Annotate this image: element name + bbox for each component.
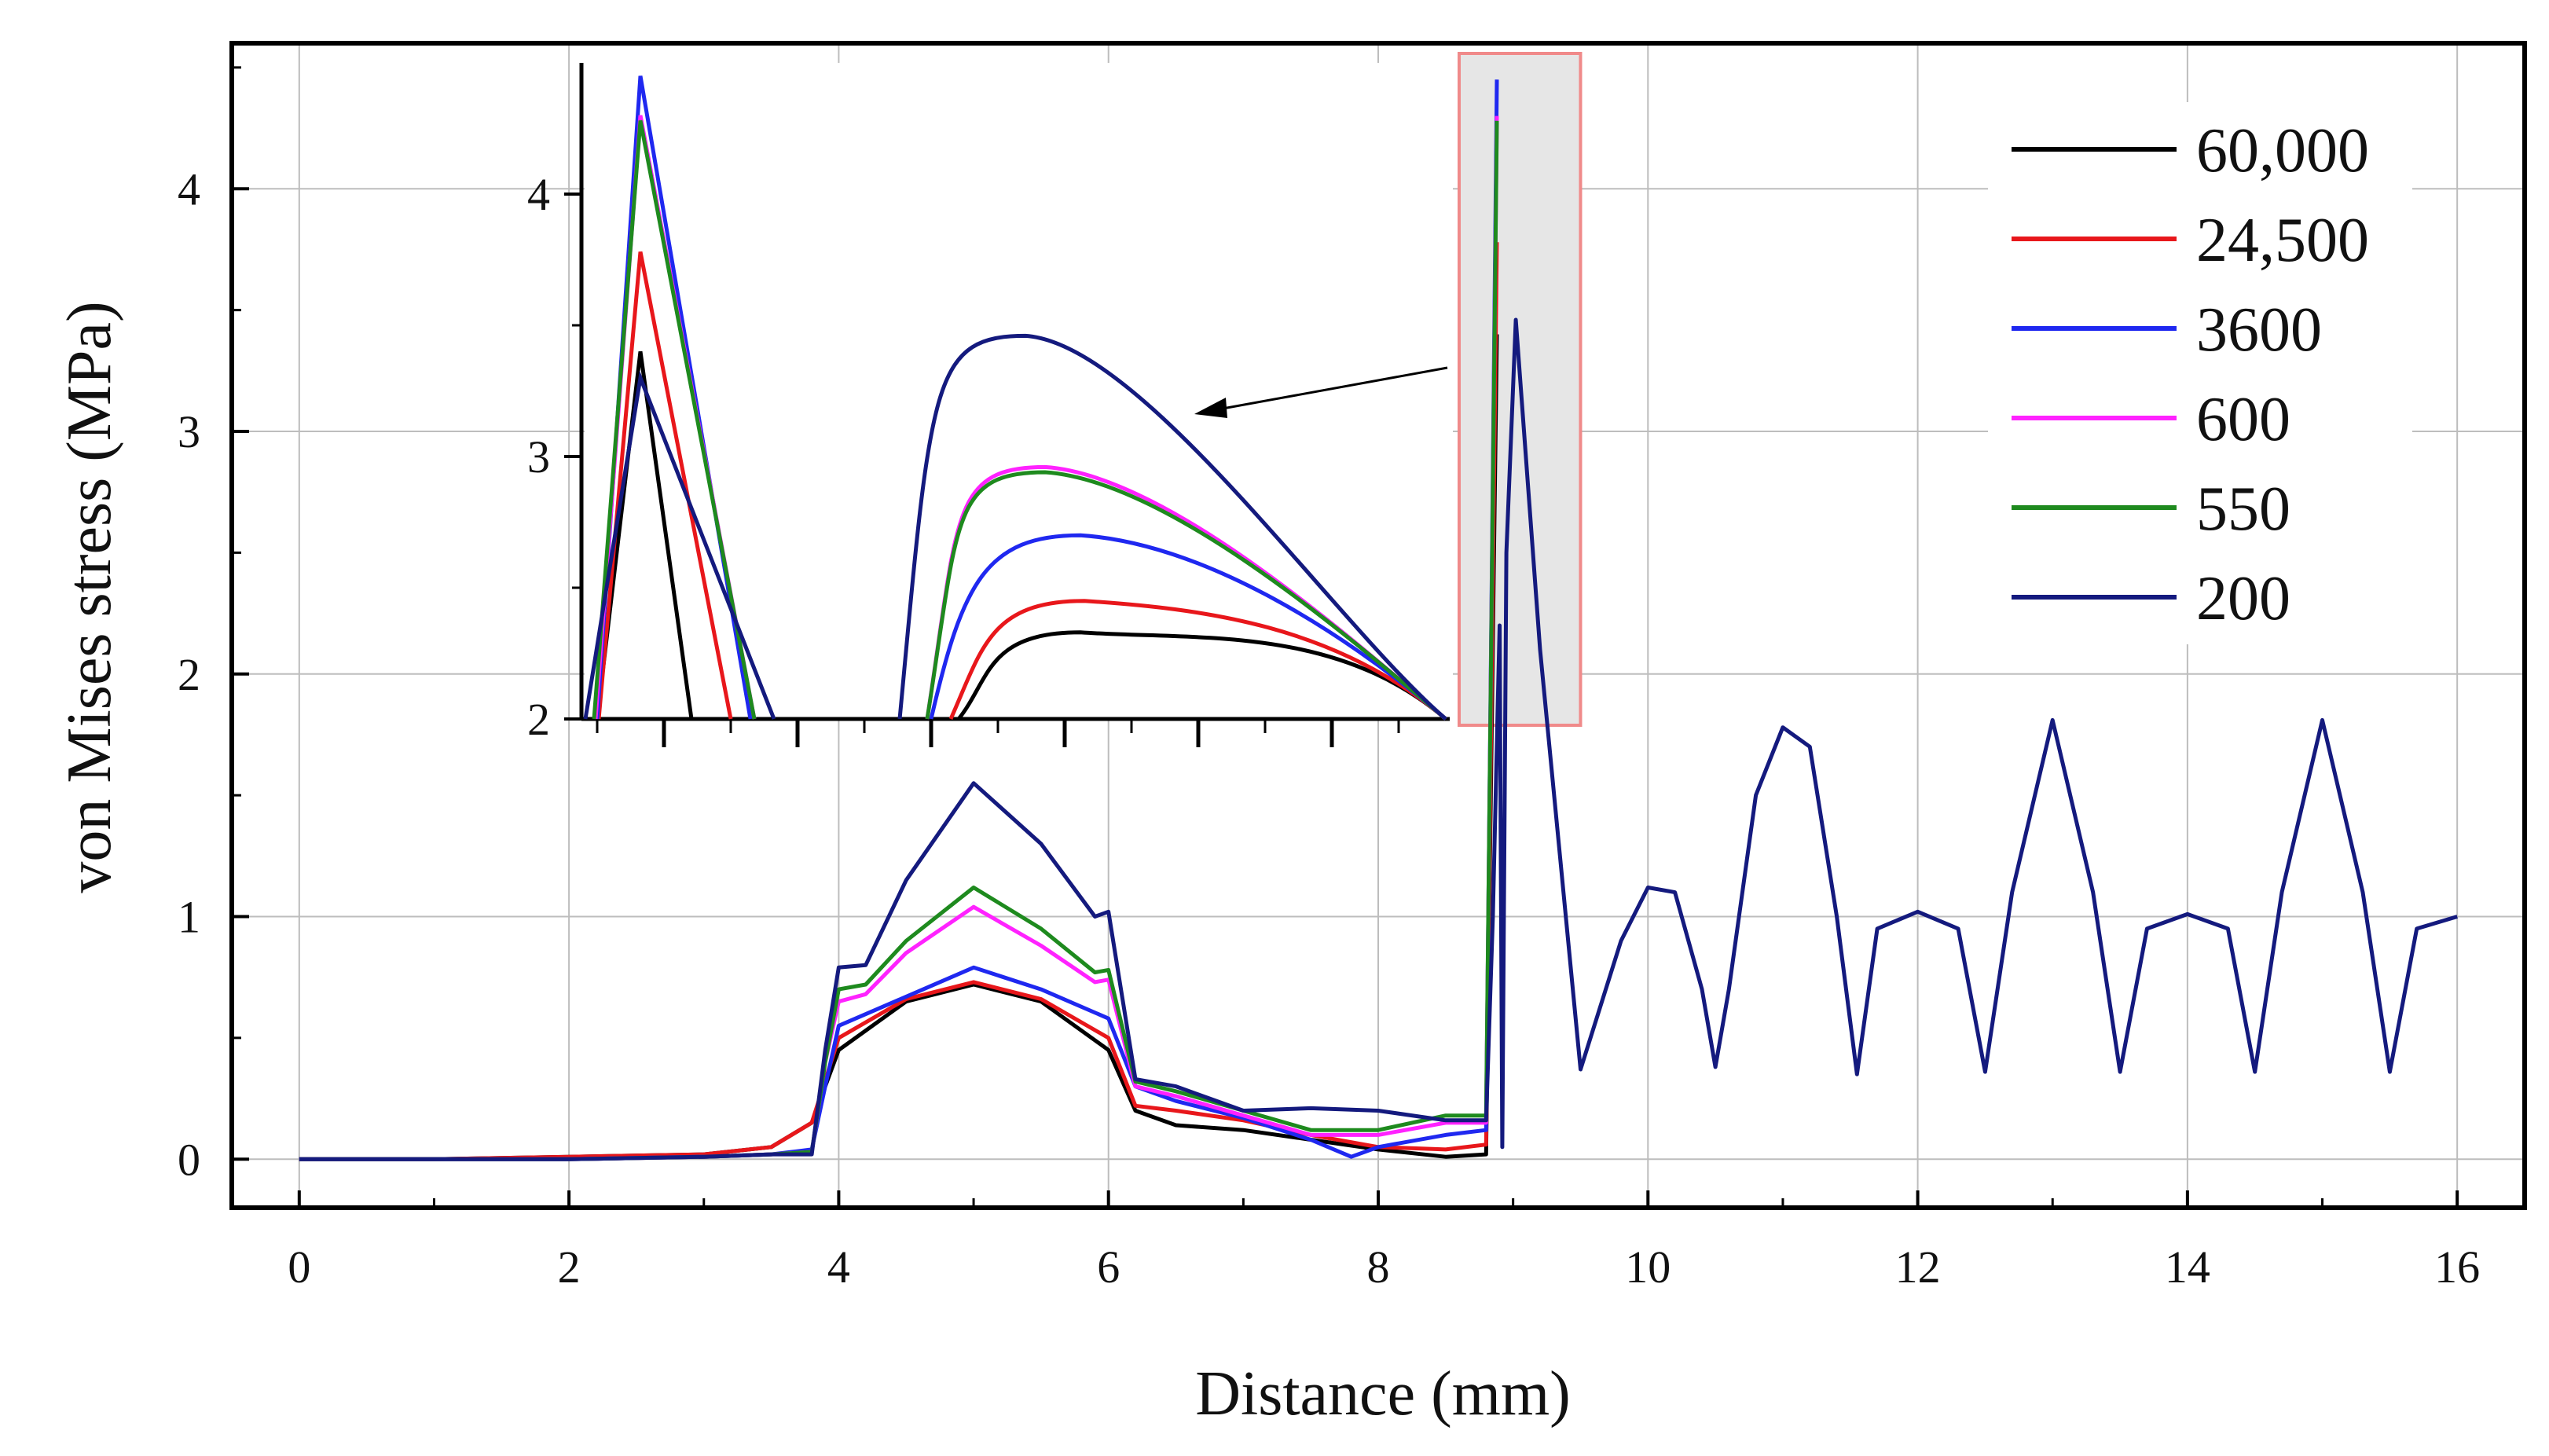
legend-label: 60,000 [2196,116,2369,185]
x-tick-label: 4 [827,1241,850,1293]
y-tick-label: 1 [178,892,200,943]
y-tick-label: 2 [178,649,200,700]
legend-label: 24,500 [2196,206,2369,275]
x-tick-label: 14 [2165,1241,2210,1293]
inset-plot: 2 3 4 [527,63,1453,747]
x-tick-label: 0 [288,1241,310,1293]
x-tick-label: 2 [558,1241,581,1293]
x-tick-label: 8 [1367,1241,1390,1293]
x-tick-label: 12 [1895,1241,1941,1293]
inset-second-peak [897,333,1447,721]
zoom-arrow-line [1213,366,1448,412]
x-tick-label: 16 [2434,1241,2480,1293]
inset-first-peak [596,251,733,720]
x-tick-label: 6 [1097,1241,1120,1293]
inset-first-peak [592,120,757,720]
y-tick-label: 3 [178,406,200,457]
legend: 60,000 24,500 3600 600 550 200 [1988,102,2412,644]
x-tick-label: 10 [1625,1241,1671,1293]
legend-label: 200 [2196,564,2290,633]
legend-label: 550 [2196,475,2290,544]
legend-label: 3600 [2196,295,2322,365]
inset-second-peak [957,630,1447,721]
plot-frame [229,41,2527,1210]
inset-second-peak [929,533,1447,721]
inset-y-tick-label: 4 [527,169,550,220]
y-axis-title: von Mises stress (MPa) [55,301,124,893]
inset-second-peak [948,599,1447,721]
main-series-lines [299,79,2458,1161]
y-tick-label: 0 [178,1134,200,1185]
inset-y-tick-label: 3 [527,431,550,482]
inset-second-peak [925,470,1447,721]
zoom-arrow-head [1194,398,1227,418]
inset-first-peak [583,370,776,720]
legend-background [1988,102,2412,644]
inset-y-tick-label: 2 [527,694,550,745]
y-tick-label: 4 [178,163,200,215]
legend-label: 600 [2196,385,2290,454]
series-line [299,317,2458,1161]
x-axis-title: Distance (mm) [1195,1359,1571,1428]
